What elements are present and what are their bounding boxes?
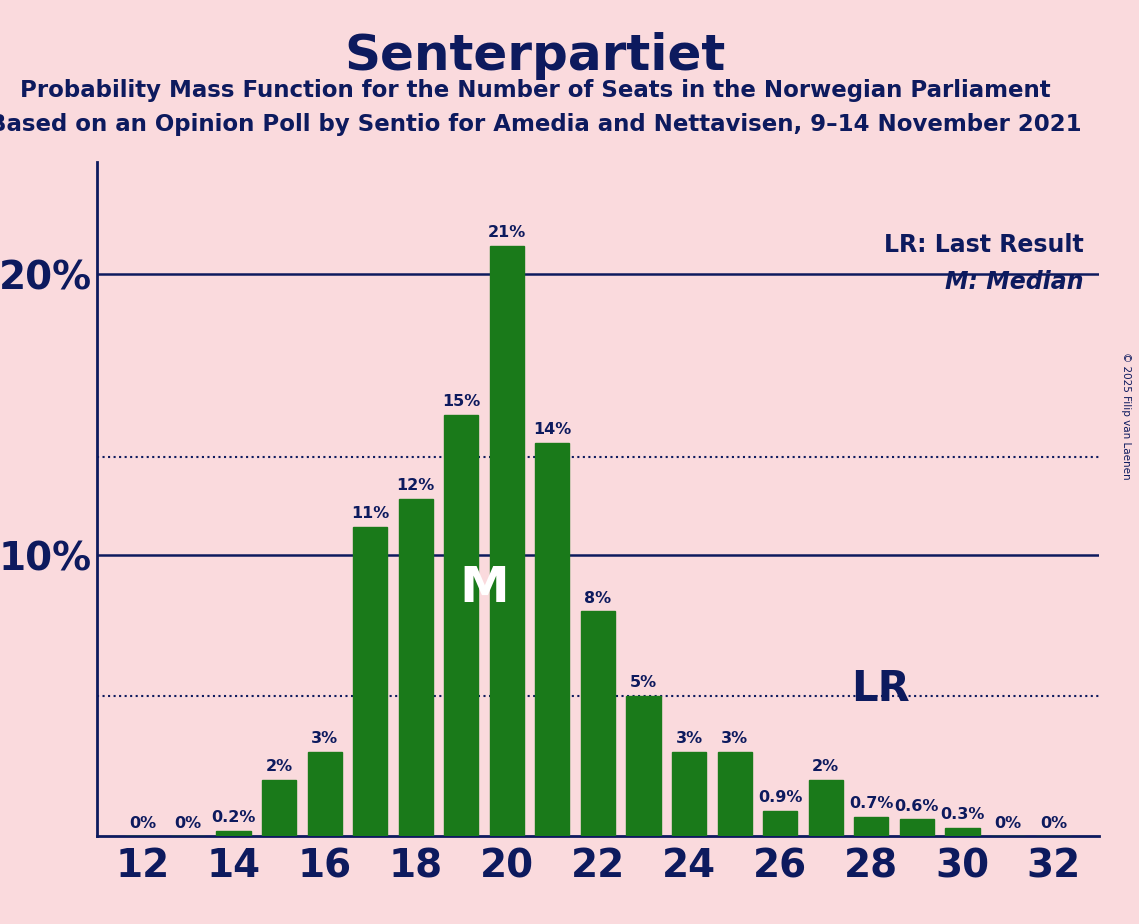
Text: 2%: 2%: [265, 760, 293, 774]
Text: M: M: [459, 565, 509, 613]
Text: 0.6%: 0.6%: [895, 798, 939, 814]
Text: 0%: 0%: [994, 816, 1022, 831]
Bar: [718, 752, 752, 836]
Bar: [490, 246, 524, 836]
Text: 0.3%: 0.3%: [941, 808, 984, 822]
Text: © 2025 Filip van Laenen: © 2025 Filip van Laenen: [1121, 352, 1131, 480]
Text: LR: Last Result: LR: Last Result: [884, 233, 1084, 257]
Bar: [216, 831, 251, 836]
Bar: [308, 752, 342, 836]
Bar: [900, 820, 934, 836]
Bar: [809, 780, 843, 836]
Bar: [626, 696, 661, 836]
Text: 0%: 0%: [1040, 816, 1067, 831]
Bar: [854, 817, 888, 836]
Bar: [763, 811, 797, 836]
Text: 3%: 3%: [721, 731, 748, 747]
Bar: [444, 415, 478, 836]
Bar: [399, 499, 433, 836]
Bar: [262, 780, 296, 836]
Text: M: Median: M: Median: [945, 270, 1084, 294]
Text: 0.2%: 0.2%: [212, 810, 255, 825]
Text: 8%: 8%: [584, 590, 612, 606]
Bar: [672, 752, 706, 836]
Text: 15%: 15%: [442, 394, 481, 409]
Text: Probability Mass Function for the Number of Seats in the Norwegian Parliament: Probability Mass Function for the Number…: [21, 79, 1050, 102]
Bar: [581, 612, 615, 836]
Bar: [353, 527, 387, 836]
Bar: [535, 443, 570, 836]
Text: 14%: 14%: [533, 422, 572, 437]
Text: 0.7%: 0.7%: [850, 796, 893, 811]
Text: Senterpartiet: Senterpartiet: [345, 32, 726, 80]
Text: 5%: 5%: [630, 675, 657, 690]
Bar: [945, 828, 980, 836]
Text: 0.9%: 0.9%: [759, 790, 802, 806]
Text: 21%: 21%: [487, 225, 526, 240]
Text: 12%: 12%: [396, 479, 435, 493]
Text: 3%: 3%: [675, 731, 703, 747]
Text: 2%: 2%: [812, 760, 839, 774]
Text: 11%: 11%: [351, 506, 390, 521]
Text: LR: LR: [851, 668, 910, 710]
Text: Based on an Opinion Poll by Sentio for Amedia and Nettavisen, 9–14 November 2021: Based on an Opinion Poll by Sentio for A…: [0, 113, 1082, 136]
Text: 0%: 0%: [174, 816, 202, 831]
Text: 3%: 3%: [311, 731, 338, 747]
Text: 0%: 0%: [129, 816, 156, 831]
